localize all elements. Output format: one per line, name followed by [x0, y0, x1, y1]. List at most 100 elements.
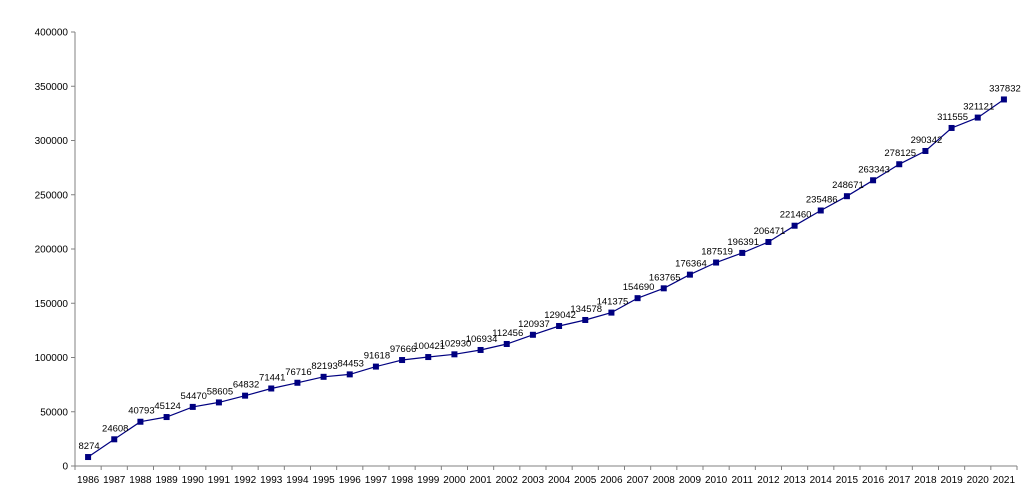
x-tick-label: 1995: [312, 475, 335, 486]
x-tick-label: 2019: [940, 475, 963, 486]
data-point: [477, 346, 484, 353]
x-tick-label: 2010: [705, 475, 728, 486]
data-label: 311555: [937, 112, 968, 123]
data-point: [870, 177, 877, 184]
data-label: 141375: [597, 297, 629, 308]
data-label: 163765: [649, 272, 681, 283]
data-point: [556, 322, 563, 329]
series-line: [87, 99, 1005, 458]
data-label: 100421: [413, 341, 445, 352]
data-label: 58605: [207, 386, 233, 397]
x-tick-label: 1989: [155, 475, 178, 486]
data-label: 321121: [963, 102, 994, 113]
x-tick-label: 2009: [679, 475, 702, 486]
x-tick-label: 1999: [417, 475, 440, 486]
x-tick-label: 2012: [757, 475, 780, 486]
x-tick-label: 1986: [77, 475, 100, 486]
data-point: [817, 207, 824, 214]
x-tick-label: 2000: [443, 475, 466, 486]
data-point: [608, 309, 615, 316]
data-label: 134578: [570, 304, 602, 315]
x-tick-label: 2018: [914, 475, 937, 486]
data-point: [215, 399, 222, 406]
data-label: 54470: [181, 391, 207, 402]
x-tick-label: 2015: [836, 475, 859, 486]
data-label: 235486: [806, 194, 838, 205]
data-point: [399, 357, 406, 364]
data-label: 278125: [884, 148, 916, 159]
data-label: 206471: [754, 226, 786, 237]
y-tick-label: 350000: [35, 82, 69, 93]
x-tick-label: 2020: [967, 475, 990, 486]
data-point: [896, 161, 903, 168]
data-label: 40793: [128, 406, 154, 417]
data-label: 97666: [390, 344, 416, 355]
data-label: 71441: [259, 372, 285, 383]
data-point: [660, 285, 667, 292]
data-label: 45124: [154, 401, 180, 412]
data-point: [503, 340, 510, 347]
data-point: [765, 238, 772, 245]
data-point: [634, 295, 641, 302]
x-tick-label: 1990: [182, 475, 205, 486]
data-point: [1000, 96, 1007, 103]
data-point: [242, 392, 249, 399]
x-tick-label: 2006: [600, 475, 623, 486]
x-tick-label: 2005: [574, 475, 597, 486]
data-point: [294, 379, 301, 386]
x-tick-label: 1994: [286, 475, 309, 486]
x-tick-label: 2004: [548, 475, 571, 486]
data-label: 196391: [727, 237, 759, 248]
y-tick-label: 50000: [40, 407, 68, 418]
x-tick-label: 1998: [391, 475, 414, 486]
y-tick-label: 200000: [35, 245, 69, 256]
data-label: 337832: [989, 83, 1021, 94]
x-tick-label: 2016: [862, 475, 885, 486]
data-point: [739, 249, 746, 256]
data-point: [189, 403, 196, 410]
data-label: 112456: [492, 328, 523, 339]
data-label: 76716: [285, 367, 311, 378]
x-tick-label: 2007: [626, 475, 649, 486]
x-tick-label: 1992: [234, 475, 257, 486]
data-label: 221460: [780, 210, 812, 221]
y-tick-label: 0: [62, 462, 68, 473]
x-tick-label: 1997: [365, 475, 388, 486]
y-tick-label: 400000: [35, 28, 69, 39]
data-label: 106934: [466, 334, 498, 345]
x-tick-label: 1988: [129, 475, 152, 486]
data-point: [582, 316, 589, 323]
x-tick-label: 1987: [103, 475, 126, 486]
data-point: [686, 271, 693, 278]
data-label: 84453: [338, 358, 364, 369]
data-point: [713, 259, 720, 266]
x-tick-label: 2003: [522, 475, 545, 486]
data-point: [111, 436, 118, 443]
data-label: 290342: [911, 135, 943, 146]
data-point: [346, 371, 353, 378]
data-label: 82193: [311, 361, 337, 372]
data-point: [163, 414, 170, 421]
x-tick-label: 1991: [208, 475, 231, 486]
x-tick-label: 2011: [731, 475, 753, 486]
y-tick-label: 300000: [35, 136, 69, 147]
x-tick-label: 2001: [469, 475, 492, 486]
x-tick-label: 2008: [653, 475, 676, 486]
data-point: [85, 454, 92, 461]
data-point: [843, 193, 850, 200]
data-point: [948, 124, 955, 131]
data-point: [320, 373, 327, 380]
data-label: 248671: [832, 180, 864, 191]
data-point: [922, 147, 929, 154]
data-point: [425, 354, 432, 361]
data-point: [529, 331, 536, 338]
data-point: [372, 363, 379, 370]
data-label: 187519: [701, 247, 733, 258]
y-tick-label: 250000: [35, 190, 69, 201]
x-tick-label: 1996: [339, 475, 362, 486]
x-tick-label: 2021: [993, 475, 1016, 486]
data-label: 176364: [675, 259, 707, 270]
data-label: 154690: [623, 282, 655, 293]
